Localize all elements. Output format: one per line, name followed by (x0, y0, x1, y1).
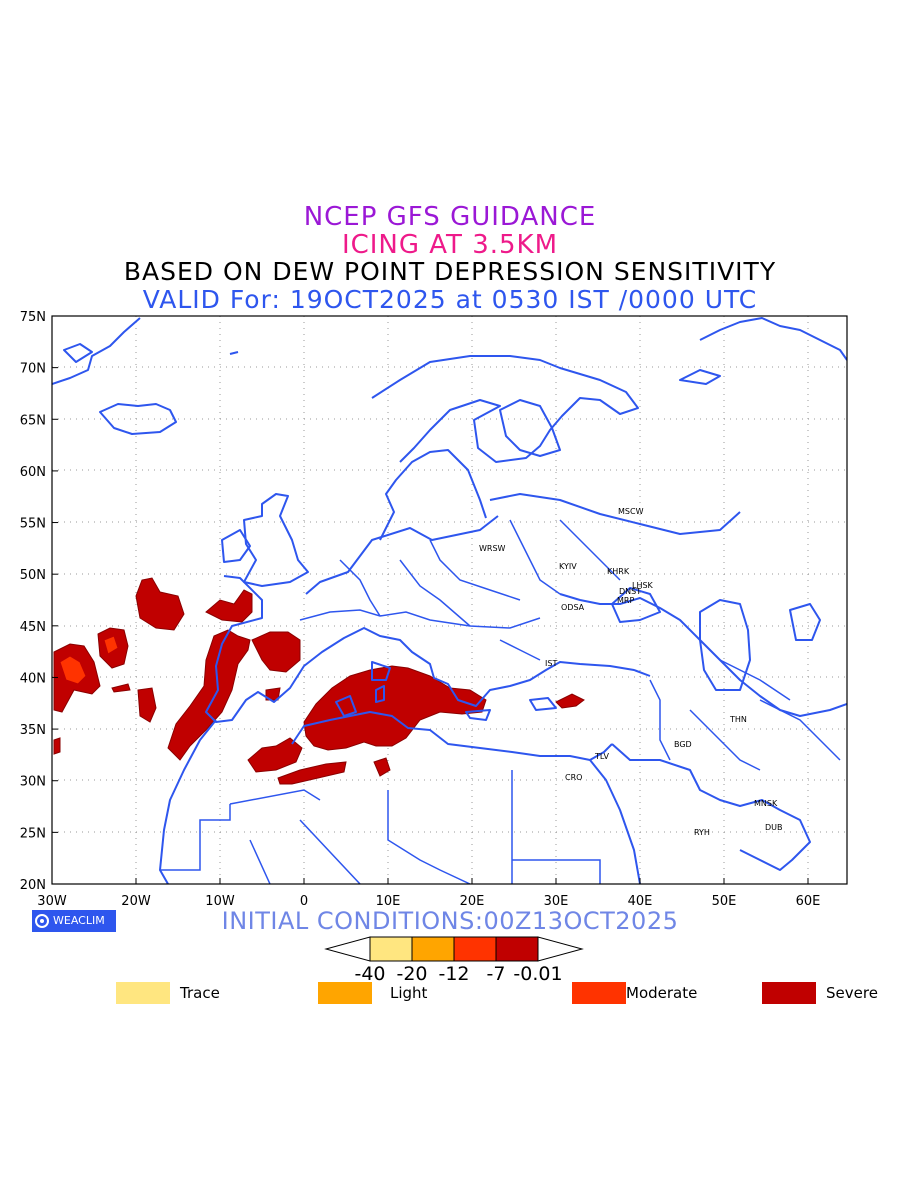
lat-label: 25N (20, 826, 46, 841)
title-line-2: ICING AT 3.5KM (341, 230, 559, 260)
city-label: KYIV (559, 562, 577, 571)
weaclim-logo-icon (35, 914, 49, 928)
city-label: WRSW (479, 544, 506, 553)
title-line-1: NCEP GFS GUIDANCE (303, 202, 597, 232)
level-swatch (572, 982, 626, 1004)
lat-label: 50N (20, 568, 46, 583)
city-label: ODSA (561, 603, 585, 612)
weaclim-badge: WEACLIM (32, 910, 116, 932)
city-label: DUB (765, 823, 783, 832)
city-labels: MSCW WRSW KYIV KHRK LHSK DNST MRP ODSA I… (479, 507, 783, 837)
lon-label: 20E (460, 894, 485, 909)
country-borders (160, 519, 841, 884)
lon-axis: 30W 20W 10W 0 10E 20E 30E 40E 50E 60E (37, 878, 820, 909)
lon-label: 30W (37, 894, 67, 909)
level-swatch (762, 982, 816, 1004)
lon-label: 60E (796, 894, 821, 909)
level-light: Light (318, 982, 427, 1004)
city-label: TLV (594, 752, 609, 761)
lon-label: 20W (121, 894, 151, 909)
city-label: MSCW (618, 507, 644, 516)
lon-label: 10W (205, 894, 235, 909)
lat-axis: 75N 70N 65N 60N 55N 50N 45N 40N 35N 30N 25N 20N (20, 310, 58, 893)
title-line-3: BASED ON DEW POINT DEPRESSION SENSITIVIT… (123, 257, 777, 286)
level-label: Trace (180, 984, 220, 1002)
title-line-4: VALID For: 19OCT2025 at 0530 IST /0000 U… (142, 285, 758, 314)
city-label: RYH (694, 828, 710, 837)
lat-label: 75N (20, 310, 46, 325)
icing-severe-areas (53, 577, 585, 785)
city-label: THN (729, 715, 747, 724)
city-label: IST (545, 659, 557, 668)
city-label: KHRK (607, 567, 630, 576)
level-label: Moderate (626, 984, 698, 1002)
level-label: Light (390, 984, 428, 1002)
lon-label: 50E (712, 894, 737, 909)
level-moderate: Moderate (572, 982, 697, 1004)
level-severe: Severe (762, 982, 878, 1004)
level-swatch (116, 982, 170, 1004)
city-label: LHSK (632, 581, 654, 590)
lat-label: 65N (20, 413, 46, 428)
lat-label: 35N (20, 723, 46, 738)
lat-label: 30N (20, 775, 46, 790)
lat-label: 55N (20, 517, 46, 532)
city-label: MRP (617, 596, 634, 605)
icing-moderate-areas (59, 635, 119, 685)
level-trace: Trace (116, 982, 220, 1004)
lon-label: 0 (300, 894, 308, 909)
city-label: DNST (619, 587, 641, 596)
city-label: CRO (565, 773, 582, 782)
badge-label: WEACLIM (53, 914, 105, 927)
lon-label: 30E (544, 894, 569, 909)
lat-label: 20N (20, 878, 46, 893)
level-label: Severe (826, 984, 878, 1002)
level-swatch (318, 982, 372, 1004)
lat-label: 45N (20, 620, 46, 635)
lon-label: 40E (628, 894, 653, 909)
city-label: BGD (674, 740, 692, 749)
lon-label: 10E (376, 894, 401, 909)
map-frame (51, 315, 848, 885)
city-label: MNSK (754, 799, 778, 808)
lat-label: 60N (20, 465, 46, 480)
initial-conditions: INITIAL CONDITIONS:00Z13OCT2025 (221, 907, 679, 935)
lat-label: 70N (20, 362, 46, 377)
coastlines (52, 317, 847, 884)
lat-label: 40N (20, 671, 46, 686)
